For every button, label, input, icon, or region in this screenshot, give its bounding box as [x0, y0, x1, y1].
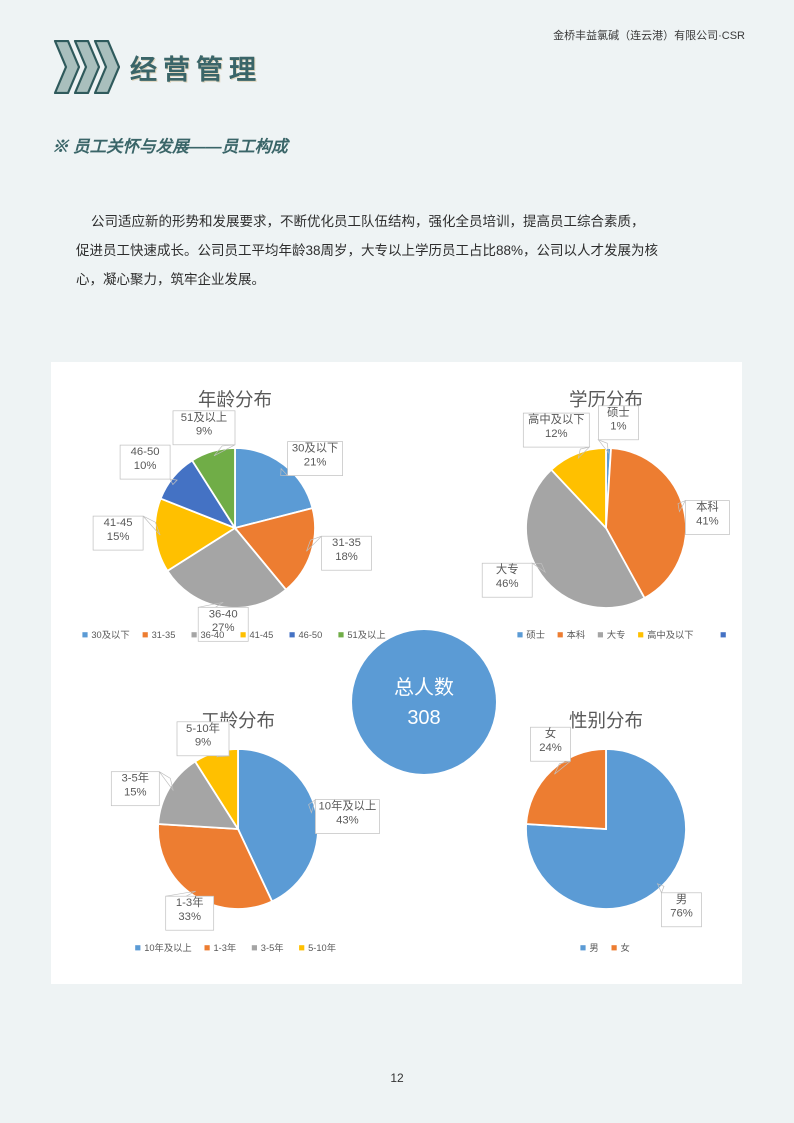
svg-text:大专: 大专 — [496, 562, 519, 576]
svg-text:1%: 1% — [610, 421, 626, 433]
svg-text:46-50: 46-50 — [131, 446, 160, 458]
svg-text:女: 女 — [545, 726, 556, 740]
svg-text:本科: 本科 — [696, 500, 719, 514]
svg-text:21%: 21% — [304, 456, 327, 468]
svg-text:33%: 33% — [178, 911, 201, 923]
svg-text:大专: 大专 — [607, 629, 626, 640]
svg-text:5-10年: 5-10年 — [186, 721, 220, 735]
svg-text:3-5年: 3-5年 — [261, 942, 284, 953]
svg-text:硕士: 硕士 — [607, 406, 630, 419]
svg-text:10年及以上: 10年及以上 — [319, 799, 377, 813]
svg-text:1-3年: 1-3年 — [176, 895, 204, 909]
svg-text:总人数: 总人数 — [394, 676, 454, 699]
svg-text:51及以上: 51及以上 — [181, 411, 227, 424]
svg-text:本科: 本科 — [567, 629, 586, 640]
svg-text:308: 308 — [407, 707, 440, 729]
svg-text:30及以下: 30及以下 — [91, 630, 129, 640]
svg-text:43%: 43% — [336, 814, 359, 826]
svg-text:男: 男 — [676, 894, 687, 906]
svg-text:高中及以下: 高中及以下 — [528, 412, 585, 426]
svg-text:41-45: 41-45 — [250, 630, 274, 640]
svg-text:男: 男 — [589, 943, 598, 953]
svg-text:51及以上: 51及以上 — [347, 630, 385, 640]
svg-text:3-5年: 3-5年 — [121, 771, 149, 785]
svg-text:46-50: 46-50 — [299, 630, 323, 640]
svg-text:31-35: 31-35 — [152, 630, 176, 640]
svg-text:9%: 9% — [196, 426, 212, 438]
svg-text:30及以下: 30及以下 — [292, 443, 338, 455]
svg-text:15%: 15% — [124, 787, 147, 799]
svg-text:高中及以下: 高中及以下 — [647, 629, 694, 640]
svg-text:1-3年: 1-3年 — [214, 942, 237, 953]
svg-text:76%: 76% — [670, 908, 693, 920]
svg-text:硕士: 硕士 — [526, 629, 545, 640]
svg-text:10%: 10% — [134, 460, 157, 472]
svg-text:36-40: 36-40 — [201, 630, 225, 640]
svg-text:年龄分布: 年龄分布 — [198, 389, 272, 410]
svg-text:性别分布: 性别分布 — [569, 710, 643, 731]
svg-text:18%: 18% — [335, 551, 358, 563]
svg-text:41%: 41% — [696, 515, 719, 527]
svg-text:36-40: 36-40 — [209, 608, 238, 620]
svg-text:24%: 24% — [539, 742, 562, 754]
svg-text:5-10年: 5-10年 — [308, 942, 336, 953]
svg-text:41-45: 41-45 — [104, 517, 133, 529]
svg-text:9%: 9% — [195, 737, 211, 749]
svg-text:15%: 15% — [107, 531, 130, 543]
svg-text:46%: 46% — [496, 578, 519, 590]
svg-text:12%: 12% — [545, 428, 568, 440]
svg-text:女: 女 — [621, 942, 630, 953]
svg-text:31-35: 31-35 — [332, 537, 361, 549]
svg-text:10年及以上: 10年及以上 — [144, 942, 192, 953]
